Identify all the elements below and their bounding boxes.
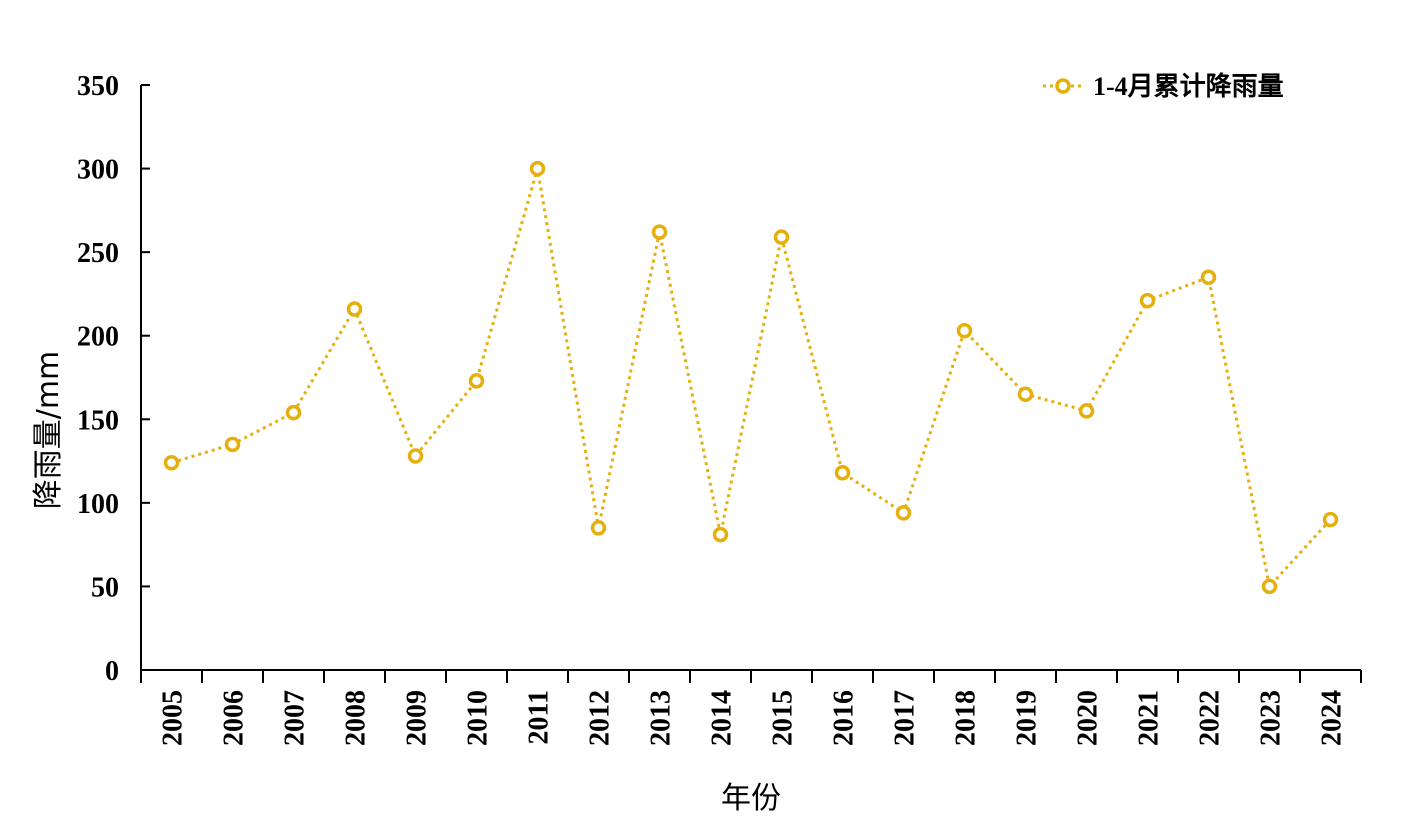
- x-axis-title: 年份: [721, 781, 781, 816]
- x-tick-label: 2011: [524, 690, 555, 744]
- data-point: [956, 322, 973, 339]
- y-tick-label: 200: [77, 322, 119, 353]
- x-tick-label: 2018: [951, 690, 982, 746]
- x-tick-label: 2007: [280, 690, 311, 746]
- y-tick-label: 350: [77, 71, 119, 102]
- data-point: [163, 454, 180, 471]
- data-point: [285, 404, 302, 421]
- data-point: [1261, 578, 1278, 595]
- data-point: [590, 520, 607, 536]
- axes: [140, 84, 1362, 683]
- data-point: [834, 465, 851, 481]
- data-point: [1322, 511, 1339, 528]
- x-tick-label: 2016: [829, 690, 860, 746]
- x-tick-label: 2022: [1195, 690, 1226, 746]
- data-point: [224, 436, 241, 453]
- data-point: [1200, 269, 1217, 285]
- x-tick-label: 2009: [402, 690, 433, 746]
- x-tick-label: 2019: [1012, 690, 1043, 746]
- x-tick-label: 2024: [1317, 690, 1348, 746]
- data-point: [895, 505, 912, 521]
- y-tick-label: 300: [77, 155, 119, 186]
- y-axis-title: 降雨量/mm: [31, 351, 66, 510]
- x-tick-label: 2015: [768, 690, 799, 746]
- tick-labels: 0 50 100 150 200 250 300 350 2005 2006 2007 2008 200…: [77, 71, 1348, 746]
- x-tick-label: 2013: [646, 690, 677, 746]
- x-tick-label: 2021: [1134, 690, 1165, 746]
- x-tick-label: 2012: [585, 690, 616, 746]
- x-tick-label: 2020: [1073, 690, 1104, 746]
- data-point: [468, 373, 485, 389]
- data-point: [346, 301, 363, 317]
- legend-marker: [1055, 78, 1071, 94]
- series-layer: [163, 160, 1339, 595]
- x-tick-label: 2014: [707, 690, 738, 746]
- series-line: [171, 167, 1332, 588]
- x-tick-label: 2023: [1256, 690, 1287, 746]
- y-tick-label: 100: [77, 489, 119, 520]
- x-tick-label: 2005: [158, 690, 189, 746]
- data-point: [712, 526, 729, 543]
- legend: 1-4月累计降雨量: [1043, 72, 1284, 101]
- data-point: [773, 229, 790, 245]
- data-point: [651, 224, 668, 240]
- y-tick-label: 0: [105, 656, 119, 687]
- y-tick-label: 250: [77, 238, 119, 269]
- data-point: [1078, 403, 1095, 419]
- data-point: [529, 160, 546, 177]
- x-tick-label: 2017: [890, 690, 921, 746]
- y-tick-label: 50: [91, 572, 119, 603]
- data-point: [1139, 292, 1156, 309]
- data-point: [407, 448, 424, 464]
- x-tick-label: 2010: [463, 690, 494, 746]
- x-tick-label: 2006: [219, 690, 250, 746]
- y-tick-label: 150: [77, 405, 119, 436]
- x-tick-label: 2008: [341, 690, 372, 746]
- data-point: [1017, 386, 1034, 402]
- legend-label: 1-4月累计降雨量: [1093, 72, 1284, 101]
